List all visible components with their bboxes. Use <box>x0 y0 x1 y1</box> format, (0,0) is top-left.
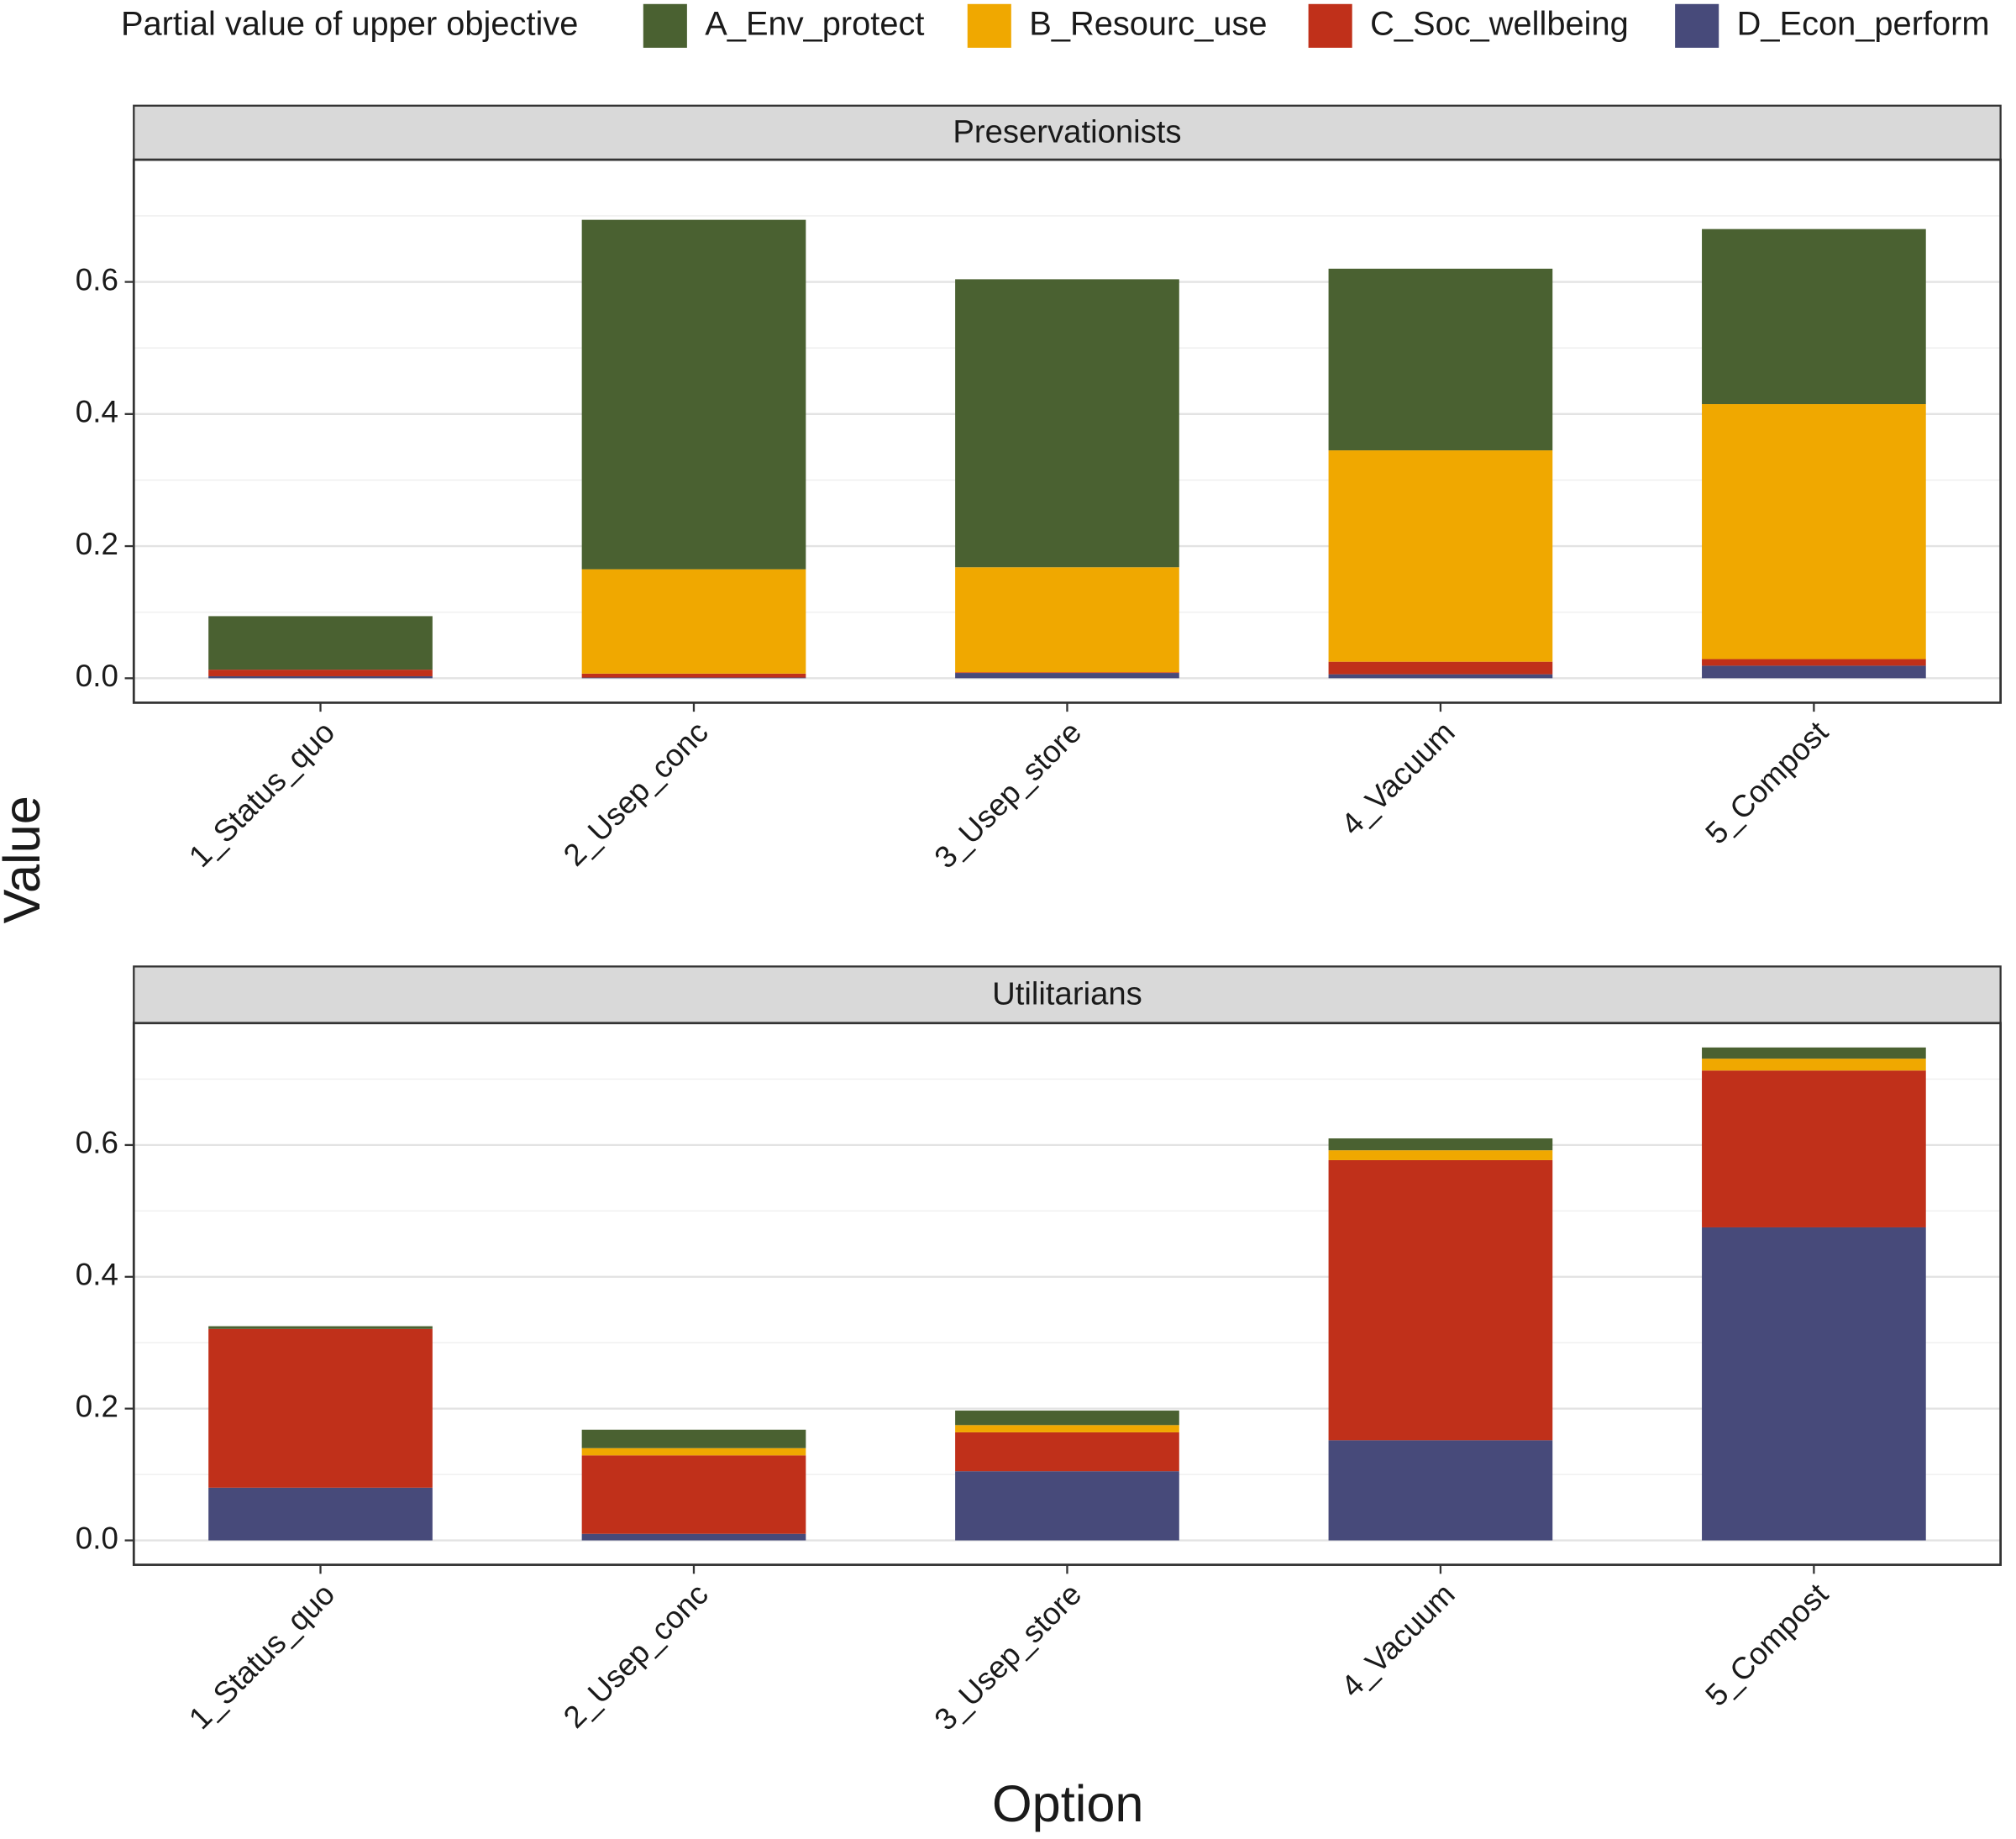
bar-segment <box>1702 229 1926 405</box>
legend-swatch <box>1675 3 1719 48</box>
bar-segment <box>208 1487 433 1541</box>
bar-segment <box>1702 1059 1926 1071</box>
x-tick-label: 2_Usep_conc <box>557 715 715 873</box>
bar-segment <box>1328 674 1553 679</box>
bar-segment <box>955 672 1179 674</box>
legend-swatch <box>643 3 687 48</box>
bar-segment <box>208 1326 433 1329</box>
bar-segment <box>1702 404 1926 659</box>
facet-title: Utilitarians <box>992 976 1142 1012</box>
bar-segment <box>581 1455 806 1534</box>
x-tick-label: 4_Vacuum <box>1334 1577 1461 1704</box>
bar-segment <box>1328 661 1553 675</box>
strip <box>133 965 2002 1024</box>
x-tick-label: 5_Compost <box>1698 1577 1835 1713</box>
legend-label: D_Econ_perform <box>1737 5 1990 42</box>
bar-segment <box>1328 450 1553 662</box>
bar-segment <box>955 1471 1179 1541</box>
bar-segment <box>208 1328 433 1488</box>
bar-segment <box>581 1429 806 1448</box>
bar-segment <box>581 677 806 679</box>
legend-title: Partial value of upper objective <box>121 5 578 42</box>
x-axis-label: Option <box>992 1775 1143 1832</box>
x-tick-label: 3_Usep_store <box>927 715 1088 875</box>
bar-segment <box>581 1448 806 1456</box>
bar-segment <box>955 1425 1179 1432</box>
legend-label: A_Env_protect <box>705 5 924 42</box>
y-tick-label: 0.6 <box>76 1126 118 1160</box>
y-tick-label: 0.4 <box>76 1258 118 1292</box>
bar-segment <box>208 616 433 670</box>
legend-label: C_Soc_wellbeing <box>1370 5 1629 42</box>
bar-segment <box>581 569 806 674</box>
facet-title: Preservationists <box>953 114 1181 150</box>
bar-segment <box>955 1411 1179 1426</box>
bar-segment <box>1702 659 1926 666</box>
bar-segment <box>208 670 433 676</box>
x-tick-label: 1_Status_quo <box>182 715 341 874</box>
legend-swatch <box>1308 3 1352 48</box>
legend-label: B_Resourc_use <box>1029 5 1267 42</box>
bar-segment <box>955 567 1179 673</box>
y-axis-label: Value <box>0 796 50 923</box>
legend-swatch <box>967 3 1011 48</box>
y-tick-label: 0.6 <box>76 262 118 297</box>
y-tick-label: 0.0 <box>76 1521 118 1555</box>
bar-segment <box>955 279 1179 568</box>
bar-segment <box>208 675 433 679</box>
bar-segment <box>1328 1150 1553 1160</box>
strip <box>133 104 2002 161</box>
bar-segment <box>1328 1138 1553 1151</box>
bar-segment <box>1702 1070 1926 1227</box>
x-tick-label: 1_Status_quo <box>182 1577 341 1736</box>
y-tick-label: 0.4 <box>76 395 118 429</box>
bar-segment <box>1328 1159 1553 1441</box>
y-tick-label: 0.2 <box>76 1389 118 1423</box>
bar-segment <box>1702 1047 1926 1059</box>
y-tick-label: 0.2 <box>76 527 118 561</box>
bar-segment <box>581 219 806 570</box>
bar-segment <box>955 1432 1179 1472</box>
x-tick-label: 2_Usep_conc <box>557 1577 715 1735</box>
x-tick-label: 5_Compost <box>1698 715 1835 851</box>
x-tick-label: 4_Vacuum <box>1334 715 1461 842</box>
bar-segment <box>581 673 806 678</box>
bar-segment <box>1328 1440 1553 1541</box>
y-tick-label: 0.0 <box>76 659 118 693</box>
x-tick-label: 3_Usep_store <box>927 1577 1088 1737</box>
bar-segment <box>581 1533 806 1541</box>
bar-segment <box>1702 665 1926 679</box>
bar-segment <box>955 673 1179 679</box>
bar-segment <box>1328 268 1553 451</box>
bar-segment <box>1702 1227 1926 1541</box>
